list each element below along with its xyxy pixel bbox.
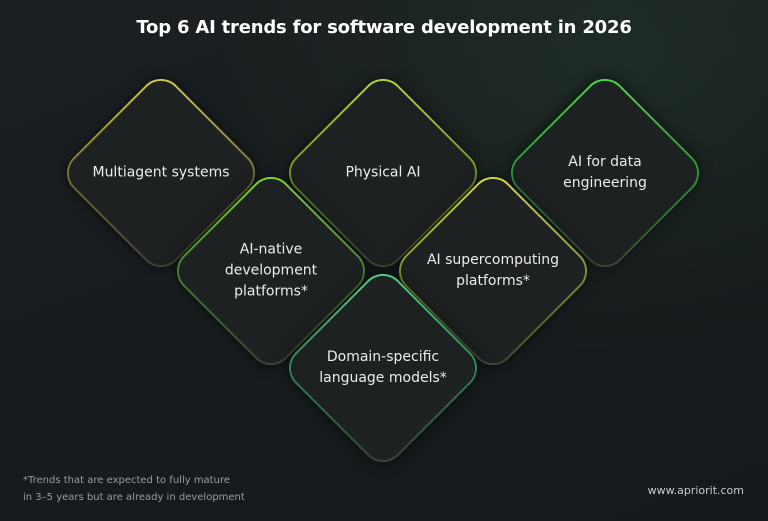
- trend-label: AI supercomputing platforms*: [426, 252, 560, 289]
- trend-label: Multiagent systems: [92, 164, 230, 181]
- footnote: *Trends that are expected to fully matur…: [23, 475, 245, 503]
- trend-label: AI-native development platforms*: [224, 241, 318, 300]
- page-title: Top 6 AI trends for software development…: [136, 17, 632, 38]
- trend-label: AI for data engineering: [563, 154, 647, 191]
- website-url[interactable]: www.apriorit.com: [647, 484, 744, 497]
- trend-label: Physical AI: [345, 164, 421, 181]
- trend-label: Domain-specific language models*: [319, 349, 447, 386]
